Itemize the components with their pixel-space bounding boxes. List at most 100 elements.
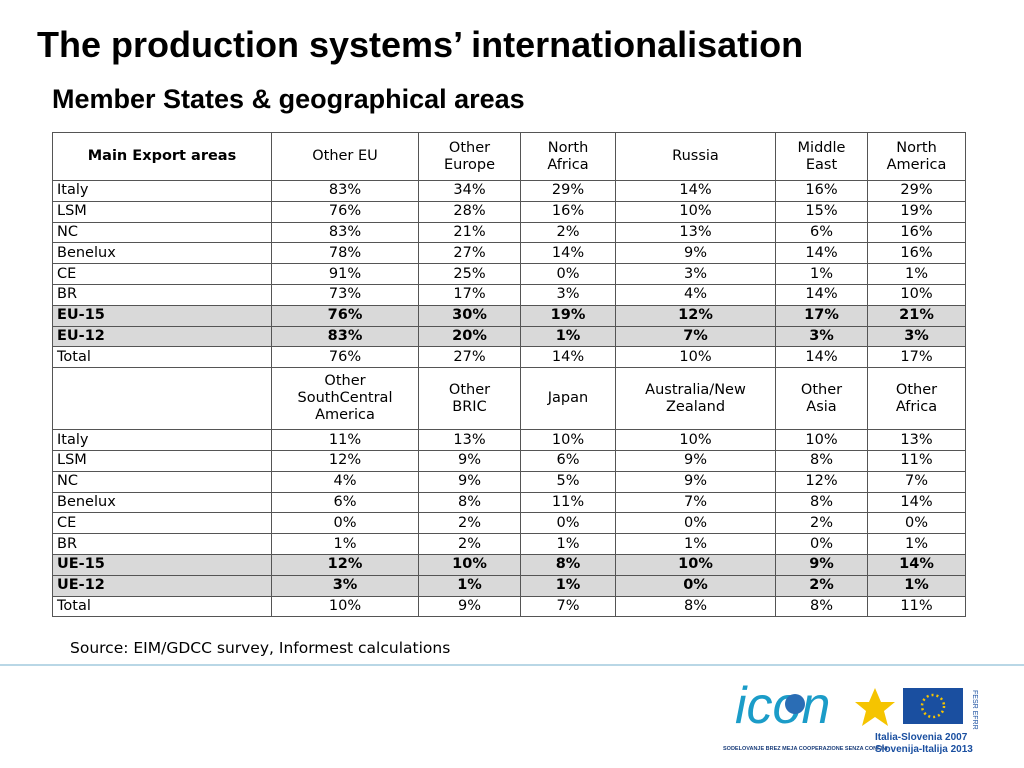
- cell: 10%: [775, 429, 868, 451]
- cell: 9%: [775, 553, 868, 576]
- row-label: BR: [52, 283, 272, 306]
- cell: 6%: [271, 491, 419, 514]
- cell: 4%: [615, 283, 776, 306]
- cell: 2%: [418, 533, 521, 555]
- programme-line-1: Italia-Slovenia 2007: [875, 732, 968, 743]
- cell: 15%: [775, 200, 868, 223]
- cell: 10%: [867, 283, 966, 306]
- cell: 91%: [271, 263, 419, 285]
- cell: 25%: [418, 263, 521, 285]
- cell: 0%: [867, 512, 966, 535]
- table-row: BR 1% 2% 1% 1% 0% 1%: [52, 533, 966, 555]
- cell: 30%: [418, 304, 521, 327]
- cell: 0%: [775, 533, 868, 555]
- cell: 2%: [520, 221, 616, 244]
- cell: 4%: [271, 470, 419, 493]
- cell: 14%: [615, 180, 776, 202]
- cell: 27%: [418, 346, 521, 369]
- row-label: NC: [52, 221, 272, 244]
- cell: 7%: [615, 491, 776, 514]
- cell: 73%: [271, 283, 419, 306]
- row-label: CE: [52, 263, 272, 285]
- table-row: Total 10% 9% 7% 8% 8% 11%: [52, 595, 966, 618]
- row-label: CE: [52, 512, 272, 535]
- cell: 12%: [271, 449, 419, 472]
- cell: 8%: [775, 449, 868, 472]
- cell: 1%: [271, 533, 419, 555]
- column-header: Japan: [520, 367, 616, 431]
- table-row: EU-12 83% 20% 1% 7% 3% 3%: [52, 325, 966, 348]
- cell: 16%: [775, 180, 868, 202]
- cell: 8%: [775, 595, 868, 618]
- cell: 13%: [867, 429, 966, 451]
- cell: 13%: [615, 221, 776, 244]
- table-row: LSM 76% 28% 16% 10% 15% 19%: [52, 200, 966, 223]
- table-row: Benelux 6% 8% 11% 7% 8% 14%: [52, 491, 966, 514]
- cell: 83%: [271, 325, 419, 348]
- column-header: Other EU: [271, 132, 419, 181]
- eu-flag: [903, 688, 963, 724]
- cell: 9%: [615, 242, 776, 265]
- cell: 1%: [867, 533, 966, 555]
- cell: 1%: [615, 533, 776, 555]
- header-row: Main Export areas Other EU Other Europe Nor…: [52, 132, 966, 181]
- eu-stars: [920, 693, 946, 719]
- cell: 3%: [520, 283, 616, 306]
- cell: 14%: [775, 346, 868, 369]
- column-header: North Africa: [520, 132, 616, 181]
- table-row: LSM 12% 9% 6% 9% 8% 11%: [52, 449, 966, 472]
- cell: 1%: [418, 574, 521, 597]
- cell: 2%: [418, 512, 521, 535]
- cell: 13%: [418, 429, 521, 451]
- row-label: BR: [52, 533, 272, 555]
- cell: 14%: [867, 491, 966, 514]
- cell: 3%: [271, 574, 419, 597]
- table-row: Italy 83% 34% 29% 14% 16% 29%: [52, 180, 966, 202]
- cell: 0%: [615, 512, 776, 535]
- cell: 10%: [271, 595, 419, 618]
- cell: 8%: [520, 553, 616, 576]
- export-table: Main Export areas Other EU Other Europe Nor…: [52, 132, 966, 618]
- cell: 3%: [867, 325, 966, 348]
- row-label: Italy: [52, 180, 272, 202]
- table-row: CE 91% 25% 0% 3% 1% 1%: [52, 263, 966, 285]
- cell: 11%: [520, 491, 616, 514]
- cell: 11%: [867, 595, 966, 618]
- fund-label: FESR EFRR: [971, 690, 978, 730]
- row-label: EU-15: [52, 304, 272, 327]
- cell: 76%: [271, 304, 419, 327]
- cell: 1%: [867, 263, 966, 285]
- row-label: UE-12: [52, 574, 272, 597]
- cell: 6%: [520, 449, 616, 472]
- cell: 14%: [867, 553, 966, 576]
- star: [855, 688, 895, 726]
- cell: 1%: [520, 325, 616, 348]
- cell: 76%: [271, 346, 419, 369]
- cell: 34%: [418, 180, 521, 202]
- cell: 16%: [520, 200, 616, 223]
- cell: 6%: [775, 221, 868, 244]
- cell: 0%: [520, 263, 616, 285]
- table-row: Benelux 78% 27% 14% 9% 14% 16%: [52, 242, 966, 265]
- cell: 2%: [775, 574, 868, 597]
- header-row: Other SouthCentral America Other BRIC Japa…: [52, 367, 966, 431]
- cell: 16%: [867, 221, 966, 244]
- row-label: Total: [52, 346, 272, 369]
- cell: 0%: [615, 574, 776, 597]
- programme-line-2: Slovenija-Italija 2013: [875, 744, 973, 755]
- row-label: Benelux: [52, 242, 272, 265]
- row-label: EU-12: [52, 325, 272, 348]
- cell: 0%: [520, 512, 616, 535]
- cell: 10%: [418, 553, 521, 576]
- cell: 14%: [775, 242, 868, 265]
- cell: 12%: [775, 470, 868, 493]
- cell: 17%: [418, 283, 521, 306]
- cell: 17%: [775, 304, 868, 327]
- cell: 9%: [615, 449, 776, 472]
- column-header: Main Export areas: [52, 132, 272, 181]
- table-row: NC 83% 21% 2% 13% 6% 16%: [52, 221, 966, 244]
- cell: 1%: [775, 263, 868, 285]
- row-label: LSM: [52, 449, 272, 472]
- column-header: [52, 367, 272, 431]
